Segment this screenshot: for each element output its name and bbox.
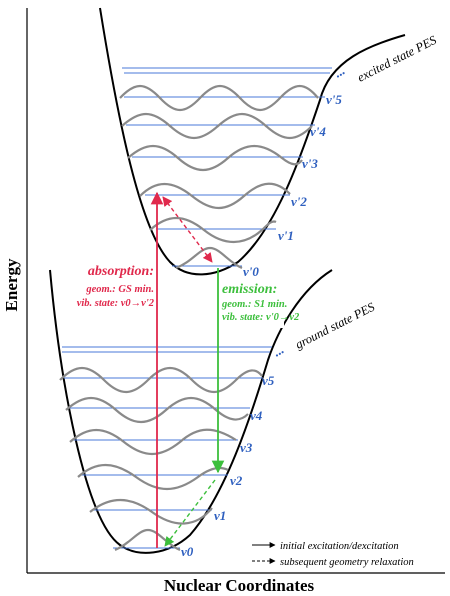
absorption-heading: absorption: [88, 264, 154, 279]
emission-geom: geom.: S1 min. [221, 299, 287, 310]
ground-ellipsis: ... [270, 342, 286, 360]
ground-level-label-5: ν5 [262, 373, 275, 388]
emission-text-bg [220, 280, 284, 328]
absorption-geom: geom.: GS min. [85, 284, 154, 295]
emission-heading: emission: [222, 282, 277, 297]
legend-dashed-label: subsequent geometry relaxation [280, 557, 414, 568]
wavefunction [149, 217, 277, 243]
excited-vibrational-levels [122, 67, 332, 267]
wavefunction [59, 366, 263, 394]
wavefunction [139, 182, 291, 210]
legend-solid-label: initial excitation/dexcitation [280, 541, 399, 552]
ground-level-label-3: ν3 [240, 440, 253, 455]
wavefunction [77, 464, 229, 490]
excited-state-curve [99, 7, 406, 276]
x-axis-title: Nuclear Coordinates [164, 576, 315, 595]
wavefunction [127, 144, 303, 172]
absorption-vib: vib. state: ν0→ν'2 [77, 298, 155, 309]
excited-level-label-1: ν'1 [278, 228, 294, 243]
excited-state-label: excited state PES [355, 32, 439, 84]
excited-level-label-5: ν'5 [326, 92, 342, 107]
ground-level-label-4: ν4 [250, 408, 263, 423]
wavefunction [65, 396, 249, 424]
y-axis-title: Energy [2, 258, 21, 311]
excited-level-label-0: ν'0 [243, 264, 259, 279]
excited-ellipsis: ... [331, 63, 347, 81]
excited-level-label-3: ν'3 [302, 156, 318, 171]
excited-level-label-2: ν'2 [291, 194, 307, 209]
ground-wavefunctions [59, 366, 263, 552]
ground-level-label-1: ν1 [214, 508, 226, 523]
ground-level-labels: ν0 ν1 ν2 ν3 ν4 ν5 [181, 373, 275, 559]
wavefunction [121, 112, 313, 140]
absorption-text-bg [86, 262, 156, 320]
ground-level-label-2: ν2 [230, 473, 243, 488]
wavefunction [89, 499, 213, 525]
excited-level-labels: ν'0 ν'1 ν'2 ν'3 ν'4 ν'5 [243, 92, 342, 279]
excited-level-label-4: ν'4 [310, 124, 326, 139]
ground-state-label: ground state PES [293, 299, 378, 351]
legend: initial excitation/dexcitation subsequen… [252, 541, 414, 568]
ground-vibrational-levels [62, 346, 272, 549]
wavefunction [69, 428, 237, 455]
ground-level-label-0: ν0 [181, 544, 194, 559]
emission-vib: vib. state: ν'0→ν2 [222, 312, 300, 323]
wavefunction [119, 84, 319, 112]
ground-state-curve [49, 269, 333, 554]
